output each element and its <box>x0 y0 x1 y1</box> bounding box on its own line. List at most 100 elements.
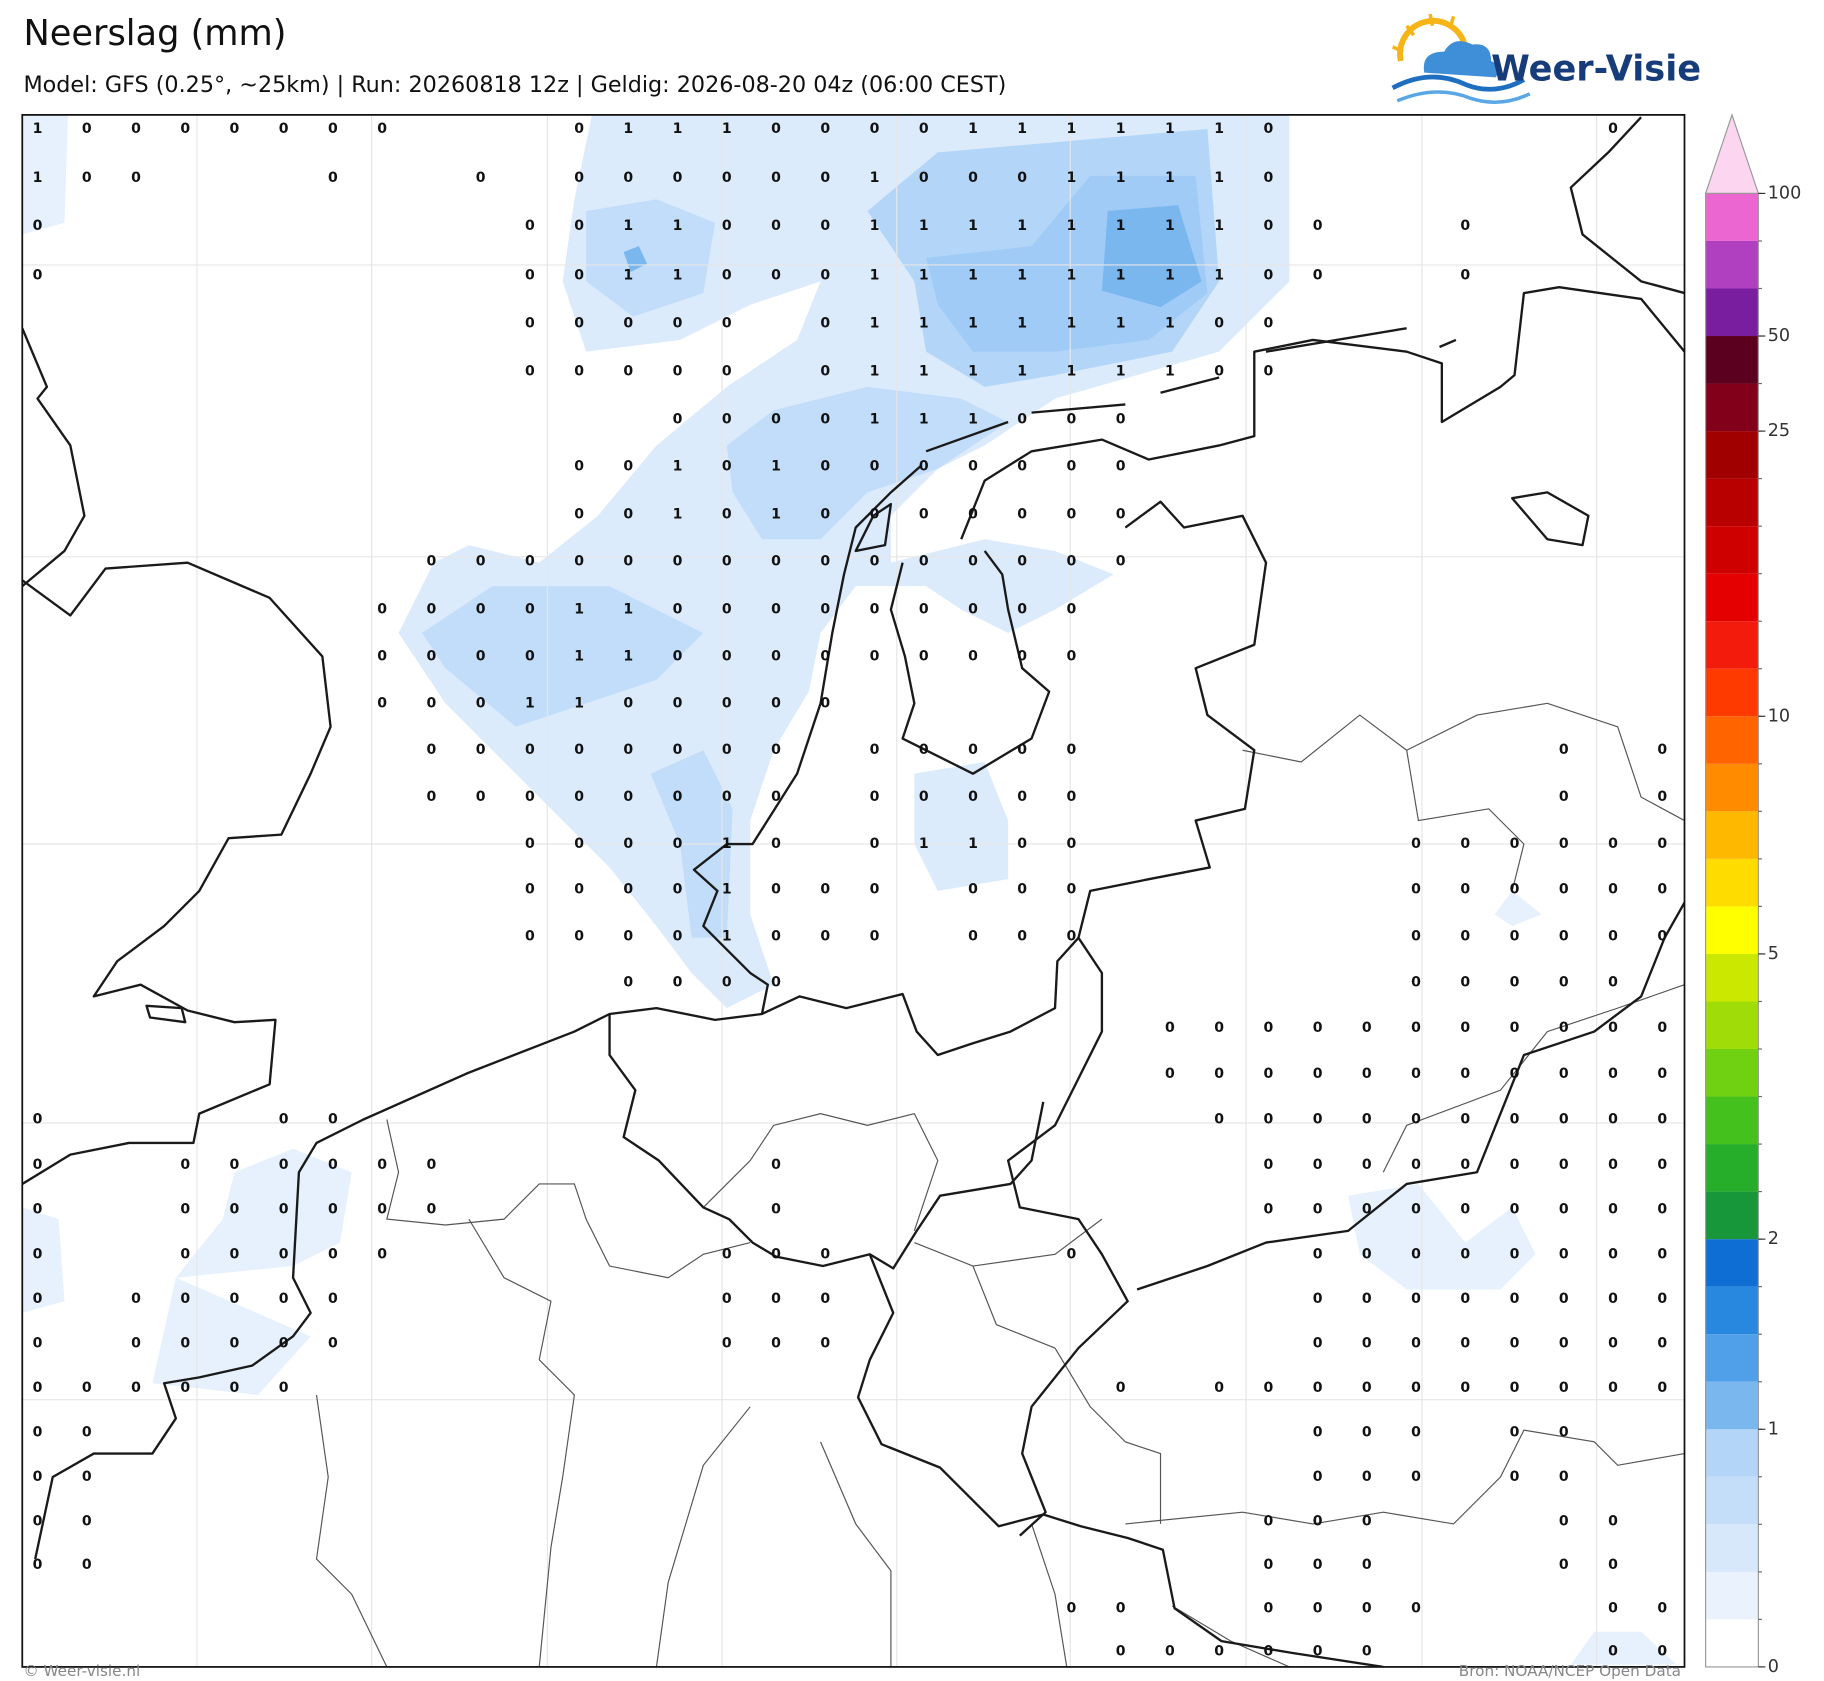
precip-value: 1 <box>673 507 683 523</box>
precip-value: 0 <box>623 882 633 898</box>
precip-value: 0 <box>1116 554 1126 570</box>
precip-value: 1 <box>574 648 584 664</box>
precip-value: 0 <box>1657 1111 1667 1127</box>
precip-value: 0 <box>230 1335 240 1351</box>
precip-value: 1 <box>968 267 978 283</box>
precip-value: 0 <box>377 602 387 618</box>
precip-value: 0 <box>870 882 880 898</box>
precip-value: 0 <box>1460 218 1470 234</box>
precip-value: 0 <box>1559 1380 1569 1396</box>
precip-value: 0 <box>722 695 732 711</box>
precip-value: 1 <box>673 267 683 283</box>
colorbar-band <box>1705 1096 1759 1145</box>
precip-value: 0 <box>1411 929 1421 945</box>
precip-value: 0 <box>1411 1157 1421 1173</box>
precip-value: 0 <box>1017 882 1027 898</box>
colorbar-band <box>1705 1191 1759 1240</box>
precip-value: 0 <box>673 789 683 805</box>
precip-value: 0 <box>1362 1514 1372 1530</box>
precip-value: 1 <box>1214 218 1224 234</box>
precip-value: 0 <box>180 1246 190 1262</box>
precip-value: 0 <box>1460 1202 1470 1218</box>
precip-value: 0 <box>230 1202 240 1218</box>
precip-value: 0 <box>230 1246 240 1262</box>
precip-value: 0 <box>131 1380 141 1396</box>
precip-value: 0 <box>623 974 633 990</box>
precip-value: 0 <box>771 882 781 898</box>
precip-value: 0 <box>1263 121 1273 137</box>
precip-value: 1 <box>919 267 929 283</box>
precip-value: 1 <box>1116 218 1126 234</box>
precip-value: 0 <box>919 459 929 475</box>
precip-value: 1 <box>1067 267 1077 283</box>
precip-value: 0 <box>1313 1111 1323 1127</box>
precip-value: 0 <box>870 789 880 805</box>
precip-value: 0 <box>279 1291 289 1307</box>
colorbar-band <box>1705 858 1759 907</box>
precip-value: 0 <box>1017 602 1027 618</box>
precip-value: 0 <box>279 1111 289 1127</box>
precip-value: 0 <box>1165 1066 1175 1082</box>
precip-value: 0 <box>1657 1020 1667 1036</box>
precip-value: 0 <box>820 507 830 523</box>
precip-value: 0 <box>1362 1557 1372 1573</box>
precip-value: 0 <box>1313 1157 1323 1173</box>
precip-value: 0 <box>771 789 781 805</box>
precip-value: 0 <box>1460 1157 1470 1173</box>
precip-value: 1 <box>574 602 584 618</box>
precip-value: 0 <box>476 648 486 664</box>
precip-value: 0 <box>820 316 830 332</box>
precip-value: 0 <box>525 789 535 805</box>
precip-value: 0 <box>1510 929 1520 945</box>
precip-value: 0 <box>820 1335 830 1351</box>
precip-value: 0 <box>426 554 436 570</box>
colorbar-band <box>1705 240 1759 289</box>
precip-value: 0 <box>426 695 436 711</box>
precip-value: 0 <box>1460 1291 1470 1307</box>
precip-value: 0 <box>1608 1020 1618 1036</box>
precip-value: 0 <box>574 316 584 332</box>
colorbar-band <box>1705 193 1759 241</box>
precip-value: 0 <box>1411 974 1421 990</box>
precip-value: 0 <box>1263 1380 1273 1396</box>
colorbar-band <box>1705 1144 1759 1192</box>
map-frame <box>21 114 1686 1668</box>
precip-value: 1 <box>1017 121 1027 137</box>
precip-value: 0 <box>870 929 880 945</box>
precip-value: 0 <box>574 929 584 945</box>
precip-value: 1 <box>870 364 880 380</box>
precip-value: 0 <box>1313 1600 1323 1616</box>
precip-value: 0 <box>870 554 880 570</box>
precip-value: 0 <box>1608 929 1618 945</box>
precip-value: 0 <box>1608 1335 1618 1351</box>
precip-value: 0 <box>1657 836 1667 852</box>
precip-value: 1 <box>1017 267 1027 283</box>
precip-value: 0 <box>33 1157 43 1173</box>
precip-value: 0 <box>33 1514 43 1530</box>
precip-value: 0 <box>476 602 486 618</box>
precip-value: 1 <box>673 218 683 234</box>
precip-value: 0 <box>279 1202 289 1218</box>
footer-right: Bron: NOAA/NCEP Open Data <box>1459 1662 1681 1680</box>
precip-value: 0 <box>1510 1469 1520 1485</box>
precip-value: 0 <box>1017 412 1027 428</box>
precip-value: 0 <box>1067 602 1077 618</box>
precip-value: 0 <box>870 742 880 758</box>
precip-value: 1 <box>1165 170 1175 186</box>
precip-value: 0 <box>1559 1020 1569 1036</box>
precip-value: 0 <box>279 1335 289 1351</box>
colorbar-extend <box>1704 113 1760 195</box>
precip-value: 0 <box>722 554 732 570</box>
precip-value: 1 <box>1116 170 1126 186</box>
precip-value: 0 <box>1510 974 1520 990</box>
precip-value: 1 <box>1214 170 1224 186</box>
precip-value: 0 <box>476 695 486 711</box>
precip-value: 0 <box>33 1469 43 1485</box>
precip-value: 0 <box>1165 1020 1175 1036</box>
precip-value: 0 <box>1067 459 1077 475</box>
precip-value: 0 <box>1559 1514 1569 1530</box>
precip-value: 0 <box>1067 507 1077 523</box>
colorbar-band <box>1705 1619 1759 1667</box>
precip-value: 1 <box>1017 218 1027 234</box>
